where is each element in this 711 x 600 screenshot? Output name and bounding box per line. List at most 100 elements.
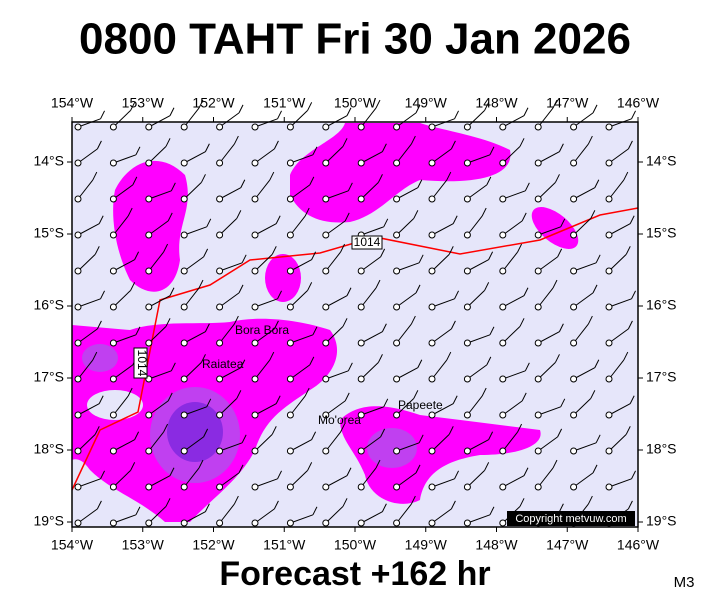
barb-feather <box>344 212 350 222</box>
barb-staff <box>183 361 202 380</box>
barb-staff <box>325 431 341 452</box>
station <box>216 483 224 491</box>
station <box>145 267 153 275</box>
barb-feather <box>342 318 348 327</box>
station <box>357 303 365 311</box>
station <box>286 519 294 527</box>
barb-staff <box>502 370 526 380</box>
station <box>286 447 294 455</box>
barb-staff <box>573 112 594 128</box>
lon-label: 154°W <box>51 537 94 553</box>
barb-staff <box>219 397 238 416</box>
station <box>145 159 153 167</box>
barb-staff <box>502 431 518 452</box>
barb-staff <box>290 289 309 308</box>
lon-label: 147°W <box>546 95 589 111</box>
barb-staff <box>77 433 96 452</box>
barb-feather <box>238 464 244 474</box>
barb-feather <box>127 387 133 397</box>
barb-feather <box>134 251 140 260</box>
barb-feather <box>277 110 282 120</box>
station <box>357 375 365 383</box>
station <box>499 159 507 167</box>
barb-staff <box>325 190 349 200</box>
barb-feather <box>415 464 421 474</box>
station <box>428 231 436 239</box>
barb-staff <box>396 442 420 452</box>
barb-staff <box>113 215 129 236</box>
barb-staff <box>219 442 243 452</box>
lon-label: 152°W <box>192 95 235 111</box>
station <box>251 123 259 131</box>
barb-feather <box>592 104 598 114</box>
lat-label: 16°S <box>646 297 677 313</box>
station <box>216 267 224 275</box>
barb-staff <box>254 148 275 164</box>
barb-staff <box>290 334 314 344</box>
barb-feather <box>233 495 239 505</box>
lon-label: 149°W <box>405 537 448 553</box>
station <box>605 483 613 491</box>
barb-feather <box>271 426 277 435</box>
barb-feather <box>304 387 310 397</box>
barb-feather <box>346 467 352 476</box>
barb-staff <box>573 187 596 200</box>
barb-staff <box>219 323 235 344</box>
barb-staff <box>183 511 206 524</box>
barb-feather <box>590 390 596 399</box>
barb-staff <box>113 364 134 380</box>
lon-label: 148°W <box>475 95 518 111</box>
barb-feather <box>203 428 209 438</box>
station <box>180 447 188 455</box>
barb-feather <box>594 179 600 188</box>
barb-staff <box>431 508 452 524</box>
barb-staff <box>77 328 98 344</box>
station <box>74 267 82 275</box>
barb-staff <box>608 403 631 416</box>
barb-feather <box>340 243 346 253</box>
barb-feather <box>309 356 315 366</box>
barb-staff <box>608 148 629 164</box>
barb-staff <box>290 395 306 416</box>
barb-feather <box>307 282 313 291</box>
station <box>145 447 153 455</box>
barb-staff <box>290 109 309 128</box>
station <box>570 483 578 491</box>
barb-staff <box>396 187 419 200</box>
station <box>216 159 224 167</box>
barb-staff <box>467 439 489 452</box>
barb-staff <box>396 367 419 380</box>
station <box>570 231 578 239</box>
barb-feather <box>623 171 629 181</box>
barb-staff <box>431 148 452 164</box>
station <box>216 195 224 203</box>
station <box>463 447 471 455</box>
barb-feather <box>134 431 140 440</box>
barb-staff <box>254 359 271 380</box>
barb-staff <box>573 367 596 380</box>
station <box>74 447 82 455</box>
barb-feather <box>413 390 419 399</box>
lat-label: 18°S <box>33 441 64 457</box>
station <box>534 339 542 347</box>
barb-feather <box>132 176 138 186</box>
barb-feather <box>489 506 495 516</box>
barb-feather <box>346 287 352 296</box>
barb-staff <box>396 503 412 524</box>
barb-staff <box>254 223 277 236</box>
barb-feather <box>450 140 456 150</box>
barb-feather <box>481 387 487 397</box>
station <box>322 159 330 167</box>
barb-staff <box>431 403 454 416</box>
station <box>180 339 188 347</box>
barb-feather <box>169 107 175 116</box>
barb-feather <box>238 284 244 294</box>
barb-feather <box>277 470 282 480</box>
lon-label: 151°W <box>263 537 306 553</box>
barb-feather <box>381 143 387 152</box>
barb-feather <box>233 315 239 325</box>
station <box>180 195 188 203</box>
station <box>216 375 224 383</box>
station <box>74 411 82 419</box>
barb-feather <box>273 140 279 150</box>
